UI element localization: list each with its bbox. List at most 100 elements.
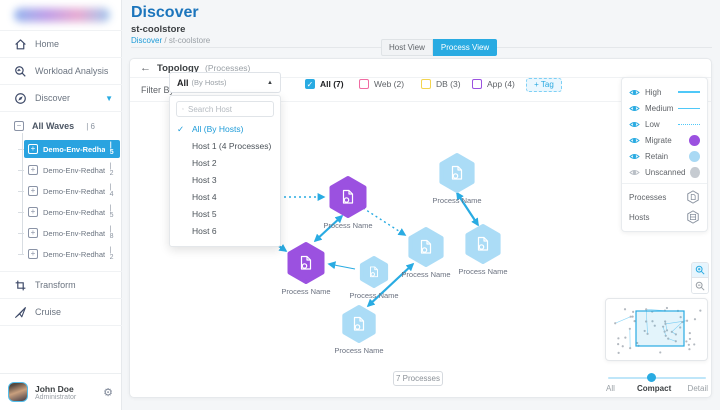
filter-all[interactable]: ✓ All (7): [305, 79, 344, 89]
page-subtitle: st-coolstore: [131, 24, 186, 35]
process-node-retain[interactable]: Process Name: [401, 227, 451, 279]
app-logo: [14, 8, 110, 22]
legend-row-processes: Processes: [629, 187, 700, 207]
dropdown-option-host6[interactable]: Host 6: [192, 226, 217, 236]
filter-by-label: Filter By:: [141, 85, 177, 95]
slider-label-compact[interactable]: Compact: [637, 384, 672, 393]
filter-db[interactable]: DB (3): [421, 79, 461, 89]
minimap-viewport[interactable]: [635, 310, 685, 347]
sidebar-item-transform[interactable]: Transform: [0, 272, 121, 298]
swatch-line-thin: [678, 107, 700, 109]
legend-row-hosts: Hosts: [629, 207, 700, 227]
checkbox[interactable]: [421, 79, 431, 89]
eye-icon[interactable]: [629, 136, 640, 145]
sidebar-item-home[interactable]: Home: [0, 31, 121, 57]
legend-row-low: Low: [629, 116, 700, 132]
process-count-button[interactable]: 7 Processes: [393, 371, 443, 386]
sidebar-item-cruise[interactable]: Cruise: [0, 299, 121, 325]
dropdown-option-host4[interactable]: Host 4: [192, 192, 217, 202]
dropdown-option-host1[interactable]: Host 1 (4 Processes): [192, 141, 272, 151]
expand-icon[interactable]: +: [28, 228, 38, 238]
eye-icon[interactable]: [629, 104, 640, 113]
breadcrumb-current: st-coolstore: [168, 36, 211, 45]
zoom-in-button[interactable]: [692, 263, 708, 278]
sidebar-item-all-waves[interactable]: − All Waves | 6: [0, 113, 121, 139]
wave-item-1[interactable]: + Demo-Env-RedhatC... | 5: [18, 140, 120, 158]
view-toggle: Host View Process View: [381, 39, 498, 56]
page-title: Discover: [131, 4, 199, 21]
breadcrumb-link[interactable]: Discover: [131, 36, 163, 45]
wave-item-3[interactable]: + Demo-Env-RedhatC... | 4: [18, 182, 120, 200]
sidebar-item-workload-analysis[interactable]: Workload Analysis: [0, 58, 121, 84]
eye-icon[interactable]: [629, 88, 640, 97]
edge-dotted: [362, 207, 407, 236]
dropdown-header[interactable]: All (By Hosts) ▲: [169, 72, 281, 93]
sidebar-item-discover[interactable]: Discover ▼: [0, 85, 121, 111]
chevron-down-icon[interactable]: ▼: [105, 93, 113, 103]
edge-bidirectional: [456, 191, 479, 227]
process-node-migrate[interactable]: Process Name: [281, 242, 331, 296]
zoom-out-icon: [695, 281, 705, 291]
expand-icon[interactable]: +: [28, 249, 38, 259]
add-tag-button[interactable]: + Tag: [526, 78, 562, 92]
topology-graph: Process Name Process Name Process Name P…: [262, 153, 508, 355]
dropdown-option-host5[interactable]: Host 5: [192, 209, 217, 219]
search-host-box: [176, 101, 274, 117]
eye-off-icon[interactable]: [629, 168, 640, 177]
minimap[interactable]: [605, 298, 708, 361]
expand-icon[interactable]: +: [28, 144, 38, 154]
checkbox[interactable]: [359, 79, 369, 89]
expand-icon[interactable]: +: [28, 165, 38, 175]
wave-item-6[interactable]: + Demo-Env-RedhatC... | 2: [18, 245, 120, 263]
tab-host-view[interactable]: Host View: [381, 39, 433, 56]
topology-title: Topology: [157, 62, 200, 74]
wave-item-2[interactable]: + Demo-Env-RedhatC... | 2: [18, 161, 120, 179]
svg-text:Process Name: Process Name: [458, 267, 507, 276]
svg-text:Process Name: Process Name: [349, 291, 398, 300]
main-content: Discover st-coolstore Discover / st-cool…: [122, 0, 720, 410]
filter-app[interactable]: App (4): [472, 79, 515, 89]
swatch-line-dotted: [678, 123, 700, 125]
checkbox[interactable]: [472, 79, 482, 89]
expand-icon[interactable]: +: [28, 186, 38, 196]
eye-icon[interactable]: [629, 120, 640, 129]
process-node-retain[interactable]: Process Name: [432, 153, 482, 205]
dropdown-option-all[interactable]: All (By Hosts): [170, 121, 280, 138]
process-node-retain[interactable]: Process Name: [334, 305, 384, 355]
user-profile[interactable]: John Doe Administrator ⚙: [0, 373, 121, 410]
slider-label-all[interactable]: All: [606, 384, 615, 393]
process-node-retain[interactable]: Process Name: [458, 224, 508, 276]
zoom-out-button[interactable]: [692, 278, 708, 293]
host-hexagon-icon: [687, 210, 699, 224]
wave-item-4[interactable]: + Demo-Env-RedhatC... | 5: [18, 203, 120, 221]
tab-process-view[interactable]: Process View: [432, 39, 498, 56]
slider-label-detail[interactable]: Detail: [687, 384, 708, 393]
process-node-retain[interactable]: Process Name: [349, 256, 399, 300]
transform-icon: [15, 280, 26, 290]
wave-item-5[interactable]: + Demo-Env-RedhatC... | 8: [18, 224, 120, 242]
eye-icon[interactable]: [629, 152, 640, 161]
process-node-migrate[interactable]: Process Name: [323, 176, 373, 230]
checkbox-checked[interactable]: ✓: [305, 79, 315, 89]
back-arrow-icon[interactable]: ←: [140, 62, 151, 74]
dropdown-option-host3[interactable]: Host 3: [192, 175, 217, 185]
search-host-input[interactable]: [188, 104, 268, 114]
gear-icon[interactable]: ⚙: [103, 386, 113, 399]
expand-icon[interactable]: +: [28, 207, 38, 217]
filter-web[interactable]: Web (2): [359, 79, 404, 89]
slider-handle[interactable]: [647, 373, 656, 382]
swatch-unscanned: [690, 166, 700, 178]
breadcrumb: Discover / st-coolstore: [131, 36, 211, 45]
topology-subtitle: (Processes): [205, 63, 251, 73]
detail-level-slider: All Compact Detail: [606, 369, 708, 395]
slider-track[interactable]: [608, 377, 706, 379]
svg-text:Process Name: Process Name: [334, 346, 383, 355]
user-role: Administrator: [35, 393, 77, 401]
collapse-icon[interactable]: −: [14, 121, 24, 131]
zoom-in-icon: [695, 265, 705, 275]
search-icon: [182, 108, 184, 110]
dropdown-list: All (By Hosts) Host 1 (4 Processes) Host…: [169, 95, 281, 247]
swatch-migrate: [689, 134, 700, 146]
dropdown-option-host2[interactable]: Host 2: [192, 158, 217, 168]
avatar: [8, 382, 28, 402]
